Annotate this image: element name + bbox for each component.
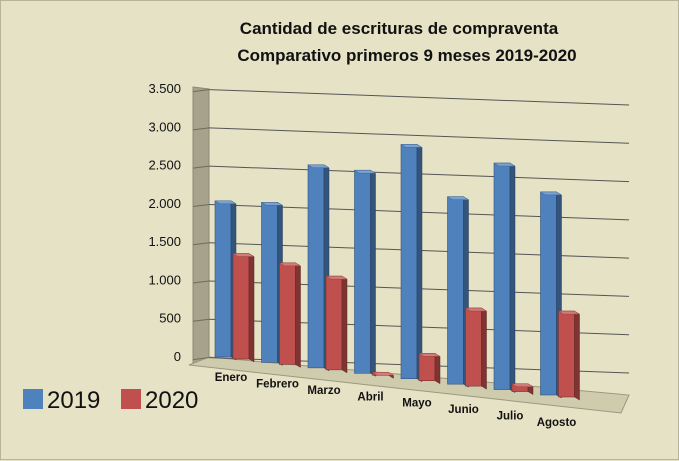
bar-2019-febrero-front <box>261 202 278 363</box>
bar-2020-marzo-top <box>325 275 348 280</box>
bar-2020-mayo-top <box>418 353 441 357</box>
bar-2019-abril <box>353 169 377 377</box>
bar-2019-abril-top <box>353 169 377 174</box>
bar-2019-agosto-top <box>539 191 563 196</box>
legend-label-2019: 2019 <box>47 387 100 414</box>
side-gridline <box>192 280 210 284</box>
bars <box>214 143 581 401</box>
x-tick-label: Junio <box>448 404 479 416</box>
y-tick-label: 500 <box>159 311 181 326</box>
bar-2019-julio-top <box>493 162 516 167</box>
side-gridline <box>192 127 210 131</box>
x-tick-label: Marzo <box>307 385 340 397</box>
bar-2020-junio-side <box>481 307 487 390</box>
legend-swatch-2020 <box>121 389 141 409</box>
side-gridline <box>192 165 210 169</box>
bar-2020-junio-front <box>465 307 482 387</box>
side-gridline <box>192 357 210 361</box>
bar-2020-junio <box>464 307 488 390</box>
y-tick-label: 1.500 <box>148 234 181 249</box>
bar-2020-junio-top <box>464 307 488 312</box>
bar-2019-agosto-front <box>540 191 557 396</box>
bar-2020-agosto-side <box>574 310 580 401</box>
y-axis-ticks: 0 500 1.000 1.500 2.000 2.500 3.000 3.500 <box>148 81 181 364</box>
bar-2020-mayo-side <box>434 352 441 385</box>
bar-2019-enero-front <box>214 200 232 358</box>
chart-subtitle: Comparativo primeros 9 meses 2019-2020 <box>237 46 576 65</box>
x-tick-label: Julio <box>497 411 524 423</box>
bar-2020-julio <box>511 383 534 396</box>
bar-2020-agosto <box>557 310 581 401</box>
y-tick-label: 2.500 <box>148 158 181 173</box>
bar-2020-enero-front <box>232 253 250 360</box>
bar-2020-agosto-top <box>557 310 581 315</box>
bar-2019-agosto <box>539 191 563 399</box>
bar-2020-enero-top <box>232 253 255 257</box>
gridline <box>208 127 630 144</box>
bar-2019-enero-top <box>214 200 237 205</box>
bar-2020-enero-side <box>248 253 255 363</box>
bar-2020-febrero-front <box>279 262 296 365</box>
bar-2020-mayo <box>418 352 441 385</box>
bar-2020-enero <box>232 253 255 363</box>
chart-title: Cantidad de escrituras de compraventa <box>240 19 559 38</box>
x-tick-label: Febrero <box>256 378 299 390</box>
y-tick-label: 2.000 <box>148 196 181 211</box>
bar-2019-enero <box>214 200 237 361</box>
bar-2019-abril-front <box>354 169 371 374</box>
bar-2020-julio-top <box>511 383 534 388</box>
chart-floor <box>188 356 630 414</box>
side-gridline <box>192 89 210 93</box>
bar-2019-marzo-top <box>307 164 330 169</box>
bar-2019-abril-side <box>370 169 376 377</box>
gridline <box>208 89 630 106</box>
bar-2020-abril-top <box>371 372 395 376</box>
y-tick-label: 0 <box>174 349 181 364</box>
bar-2019-mayo-side <box>416 143 423 383</box>
bar-2019-julio-front <box>493 162 511 390</box>
side-gridline <box>192 318 210 322</box>
bar-2020-mayo-front <box>418 353 436 382</box>
bar-2020-febrero-side <box>295 262 301 368</box>
bar-2020-febrero-top <box>278 262 302 267</box>
bar-2019-julio <box>493 162 516 394</box>
bar-2020-agosto-front <box>558 310 575 398</box>
legend: 2019 2020 <box>23 387 198 414</box>
bar-2019-julio-side <box>509 162 516 394</box>
x-tick-label: Mayo <box>402 398 431 410</box>
bar-2019-febrero-top <box>260 202 284 206</box>
x-tick-label: Agosto <box>537 417 577 429</box>
bar-2020-febrero <box>278 262 302 368</box>
x-axis-labels: Enero Febrero Marzo Abril Mayo Junio Julio Agos… <box>215 372 577 429</box>
legend-label-2020: 2020 <box>145 387 198 414</box>
y-tick-label: 1.000 <box>148 272 181 287</box>
y-tick-label: 3.000 <box>148 119 181 134</box>
x-tick-label: Enero <box>215 372 248 384</box>
bar-2019-marzo <box>307 164 330 372</box>
bar-2019-junio-front <box>447 196 464 385</box>
bar-2020-abril <box>371 371 395 379</box>
y-tick-label: 3.500 <box>148 81 181 96</box>
bar-2020-marzo-side <box>341 275 348 374</box>
side-gridline <box>192 203 210 207</box>
legend-swatch-2019 <box>23 389 43 409</box>
bar-2019-marzo-front <box>307 164 325 369</box>
bar-2019-mayo-top <box>400 144 423 148</box>
bar-2020-marzo <box>325 275 348 374</box>
side-gridline <box>192 242 210 246</box>
x-tick-label: Abril <box>357 391 383 403</box>
bar-2019-junio-top <box>446 196 470 200</box>
bar-2019-mayo <box>400 143 423 383</box>
bar-2020-marzo-front <box>325 275 343 371</box>
bar-2019-mayo-front <box>400 144 418 380</box>
